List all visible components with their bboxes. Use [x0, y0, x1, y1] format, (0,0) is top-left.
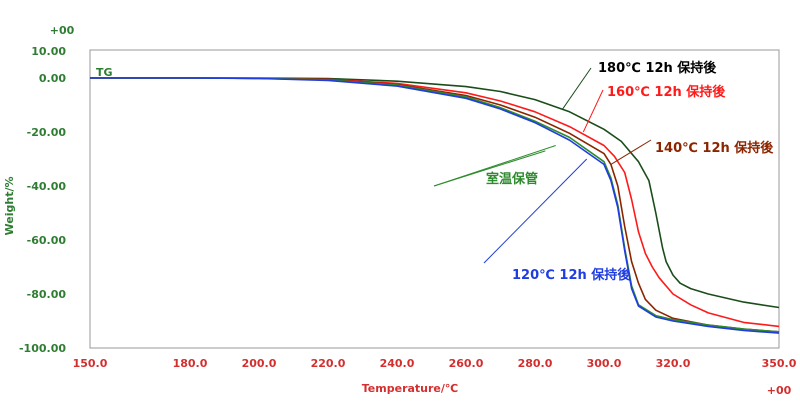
- series-line-5: [90, 77, 780, 334]
- y-tick-label: 10.00: [31, 45, 66, 58]
- x-exponent-label: +00: [767, 384, 792, 397]
- series-line-2: [90, 77, 780, 328]
- series-line-3: [90, 77, 780, 333]
- y-axis-title: Weight/%: [3, 177, 16, 236]
- x-tick-label: 200.0: [242, 357, 277, 370]
- annotation-leader-line: [433, 150, 546, 187]
- y-tick-label: -20.00: [27, 126, 67, 139]
- x-tick-label: 320.0: [656, 357, 691, 370]
- y-tick-label: -60.00: [27, 234, 67, 247]
- annotation-label: 140℃ 12h 保持後: [655, 140, 774, 156]
- x-axis-title: Temperature/℃: [362, 382, 458, 395]
- annotation-label: 室温保管: [486, 171, 538, 187]
- y-tick-label: -100.00: [19, 342, 66, 355]
- annotation-leader-line: [582, 89, 604, 133]
- y-exponent-label: +00: [50, 24, 75, 37]
- x-tick-label: 240.0: [380, 357, 415, 370]
- y-tick-label: -40.00: [27, 180, 67, 193]
- series-line-1: [90, 77, 780, 309]
- curve-label-tg: TG: [96, 66, 113, 79]
- annotation-label: 160℃ 12h 保持後: [607, 84, 726, 100]
- x-tick-label: 150.0: [73, 357, 108, 370]
- annotation-leader-line: [562, 67, 592, 110]
- x-tick-label: 220.0: [311, 357, 346, 370]
- x-tick-label: 350.0: [762, 357, 797, 370]
- x-tick-label: 180.0: [173, 357, 208, 370]
- annotation-label: 120℃ 12h 保持後: [512, 267, 631, 283]
- x-tick-label: 260.0: [449, 357, 484, 370]
- annotation-leader-line: [610, 139, 652, 165]
- y-tick-label: 0.00: [39, 72, 66, 85]
- annotation-leader-line: [483, 158, 588, 264]
- series-line-4: [90, 77, 780, 333]
- plot-area: [89, 49, 780, 349]
- y-tick-label: -80.00: [27, 288, 67, 301]
- annotation-label: 180℃ 12h 保持後: [598, 60, 717, 76]
- x-tick-label: 280.0: [518, 357, 553, 370]
- x-tick-label: 300.0: [587, 357, 622, 370]
